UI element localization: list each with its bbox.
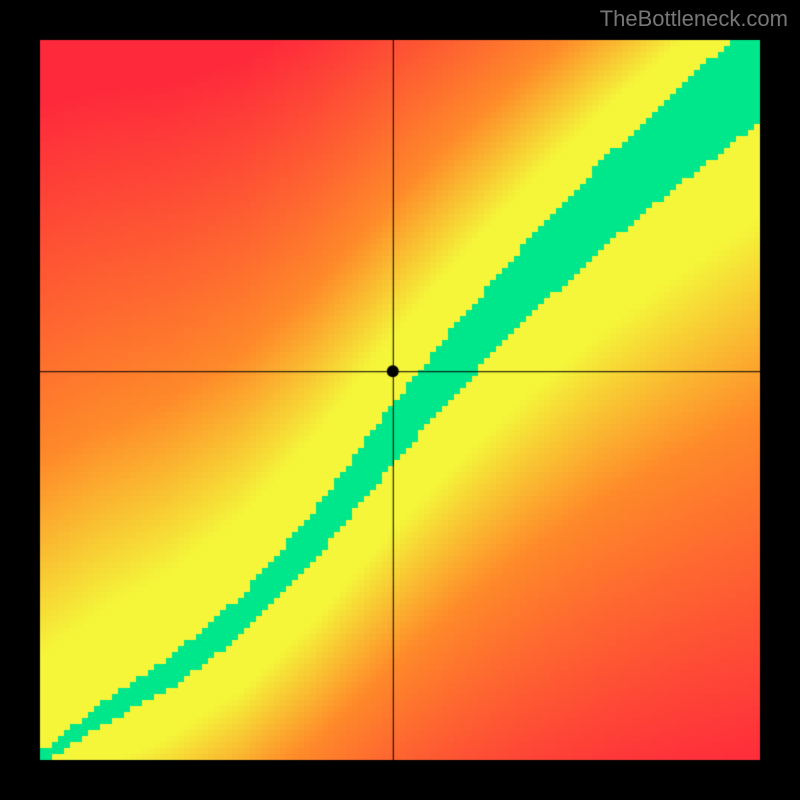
attribution-label: TheBottleneck.com <box>600 6 788 32</box>
bottleneck-heatmap <box>0 0 800 800</box>
chart-container: TheBottleneck.com <box>0 0 800 800</box>
